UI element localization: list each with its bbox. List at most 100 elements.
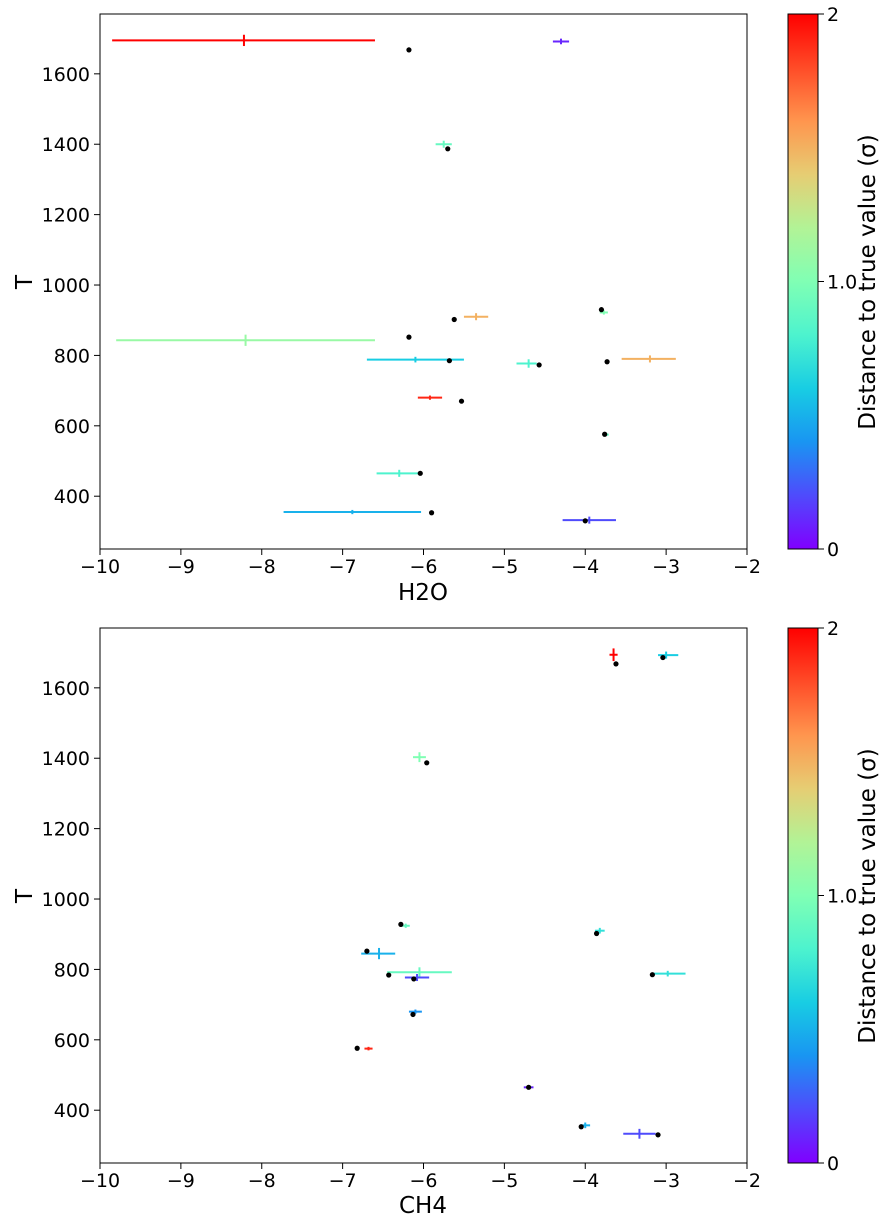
y-tick-label: 600: [54, 416, 90, 438]
y-tick-label: 1400: [42, 134, 90, 156]
y-tick-label: 400: [54, 1100, 90, 1122]
true-value-point: [593, 930, 600, 937]
true-value-point: [458, 398, 465, 404]
x-tick-label: −9: [167, 556, 195, 578]
x-tick-label: −6: [409, 1170, 437, 1192]
estimate-errorbar: [387, 967, 452, 978]
y-tick-label: 1200: [42, 819, 90, 841]
true-value-point: [428, 510, 435, 516]
x-tick-label: −7: [329, 1170, 357, 1192]
true-value-point: [604, 359, 610, 365]
estimate-errorbar: [364, 1046, 373, 1051]
x-tick-label: −4: [571, 556, 599, 578]
true-value-point: [410, 1011, 416, 1018]
colorbar-tick-label: 2: [827, 4, 839, 26]
true-value-point: [526, 1084, 532, 1090]
colorbar-label: Distance to true value (σ): [855, 748, 881, 1043]
x-tick-label: −2: [733, 1170, 761, 1192]
y-tick-label: 1000: [42, 275, 90, 297]
x-tick-label: −8: [248, 556, 276, 578]
estimate-errorbar: [552, 38, 570, 45]
estimate-errorbar: [112, 34, 375, 47]
y-axis-ticks: 400 600 800 1000 1200 1400 1600: [42, 64, 100, 508]
estimate-errorbar: [599, 310, 608, 315]
x-tick-label: −2: [733, 556, 761, 578]
x-tick-label: −10: [80, 556, 120, 578]
y-tick-label: 800: [54, 959, 90, 981]
y-axis-label: T: [12, 274, 38, 290]
x-tick-label: −4: [571, 1170, 599, 1192]
x-tick-label: −6: [409, 556, 437, 578]
true-value-point: [649, 972, 655, 978]
estimate-errorbar: [623, 1128, 656, 1139]
panel-h2o: −10 −9 −8 −7 −6 −5 −4 −3 −2 400 600 800 1000 1200 140…: [12, 4, 881, 606]
true-value-point: [446, 358, 452, 364]
colorbar-label: Distance to true value (σ): [855, 134, 881, 429]
estimate-errorbar: [463, 313, 489, 321]
x-axis-label: H2O: [398, 580, 448, 606]
x-tick-label: −8: [248, 1170, 276, 1192]
true-value-point: [364, 948, 370, 954]
estimate-errorbar: [376, 469, 422, 477]
plot-area-frame: [99, 13, 748, 550]
x-axis-ticks: −10 −9 −8 −7 −6 −5 −4 −3 −2: [80, 1163, 761, 1192]
estimate-errorbar: [516, 359, 537, 368]
x-tick-label: −3: [652, 1170, 680, 1192]
y-tick-label: 600: [54, 1030, 90, 1052]
estimate-errorbar: [435, 140, 452, 148]
colorbar-tick-label: 2: [827, 618, 839, 640]
true-value-point: [598, 307, 605, 313]
x-tick-label: −9: [167, 1170, 195, 1192]
y-tick-label: 1600: [42, 64, 90, 86]
estimate-errorbar: [408, 1009, 422, 1014]
true-value-point: [411, 976, 417, 982]
colorbar-gradient: [787, 627, 819, 1164]
true-value-point: [406, 334, 412, 340]
estimate-errorbar: [283, 509, 422, 515]
true-value-point: [417, 470, 423, 476]
x-tick-label: −7: [329, 556, 357, 578]
y-tick-label: 800: [54, 345, 90, 367]
colorbar: 01.02 Distance to true value (σ): [787, 4, 881, 561]
estimate-errorbar: [594, 927, 605, 934]
y-tick-label: 400: [54, 486, 90, 508]
colorbar-tick-label: 0: [827, 1153, 839, 1175]
colorbar-gradient: [787, 13, 819, 550]
colorbar-ticks: 01.02: [818, 618, 857, 1175]
panel-ch4: −10 −9 −8 −7 −6 −5 −4 −3 −2 400 600 800 1000 1200 140…: [12, 618, 881, 1219]
x-tick-label: −10: [80, 1170, 120, 1192]
y-tick-label: 1200: [42, 205, 90, 227]
true-value-point: [354, 1045, 360, 1051]
estimate-errorbar: [562, 516, 616, 524]
y-tick-label: 1000: [42, 889, 90, 911]
data-marks: [112, 34, 676, 524]
true-value-point: [613, 661, 619, 667]
true-value-point: [398, 921, 404, 927]
true-value-point: [406, 47, 412, 53]
x-tick-label: −3: [652, 556, 680, 578]
estimate-errorbar: [412, 752, 426, 763]
estimate-errorbar: [609, 648, 618, 662]
true-value-point: [660, 654, 666, 661]
estimate-errorbar: [658, 651, 679, 659]
true-value-point: [386, 972, 392, 978]
colorbar-tick-label: 0: [827, 539, 839, 561]
colorbar-tick-label: 1.0: [827, 886, 857, 908]
x-tick-label: −5: [490, 556, 518, 578]
x-axis-label: CH4: [399, 1193, 447, 1219]
true-value-point: [582, 518, 588, 524]
estimate-errorbar: [621, 355, 676, 363]
x-tick-label: −5: [490, 1170, 518, 1192]
true-value-point: [445, 146, 451, 152]
true-value-point: [451, 316, 457, 323]
y-tick-label: 1400: [42, 748, 90, 770]
true-value-point: [655, 1132, 661, 1138]
y-tick-label: 1600: [42, 678, 90, 700]
y-axis-label: T: [12, 888, 38, 904]
data-marks: [354, 648, 686, 1139]
estimate-errorbar: [404, 973, 430, 982]
estimate-errorbar: [116, 334, 375, 346]
estimate-errorbar: [417, 395, 443, 400]
true-value-point: [424, 760, 430, 766]
